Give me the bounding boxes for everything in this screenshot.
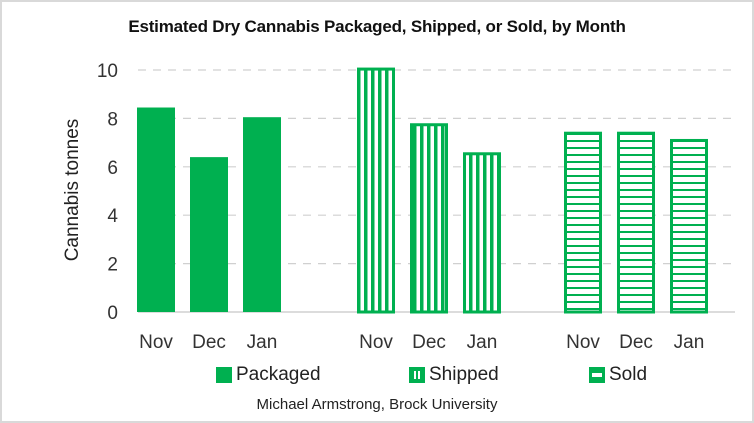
y-tick-label: 8 [107,109,118,130]
bar-shipped-nov [357,67,395,314]
bar-packaged-nov [137,107,175,312]
bar-shipped-dec [410,123,448,314]
chart-credit: Michael Armstrong, Brock University [256,396,498,413]
y-tick-label: 10 [97,61,118,82]
y-tick-label: 2 [107,255,118,276]
y-tick-label: 0 [107,303,118,324]
legend-label: Shipped [429,364,499,385]
legend-item-sold: Sold [589,364,647,386]
x-tick-label: Dec [192,332,226,353]
chart-title: Estimated Dry Cannabis Packaged, Shipped… [128,17,626,36]
x-tick-label: Jan [467,332,498,353]
bar-packaged-jan [243,117,281,312]
legend-label: Sold [609,364,648,385]
legend-swatch-solid [216,367,232,383]
bar-sold-dec [617,131,655,314]
legend-item-shipped: Shipped [409,364,499,386]
x-tick-label: Jan [247,332,278,353]
bar-packaged-dec [190,157,228,312]
bar-sold-jan [670,138,708,314]
legend-swatch-horizontal-stripes [589,367,605,383]
x-tick-label: Nov [139,332,173,353]
y-tick-label: 4 [107,206,118,227]
legend-item-packaged: Packaged [216,364,321,386]
y-tick-label: 6 [107,158,118,179]
legend-label: Packaged [236,364,321,385]
x-tick-label: Dec [619,332,653,353]
bar-shipped-jan [463,152,501,314]
legend-swatch-vertical-stripes [409,367,425,383]
x-tick-label: Jan [674,332,705,353]
x-tick-label: Dec [412,332,446,353]
bar-sold-nov [564,131,602,314]
x-tick-label: Nov [359,332,393,353]
x-tick-label: Nov [566,332,600,353]
